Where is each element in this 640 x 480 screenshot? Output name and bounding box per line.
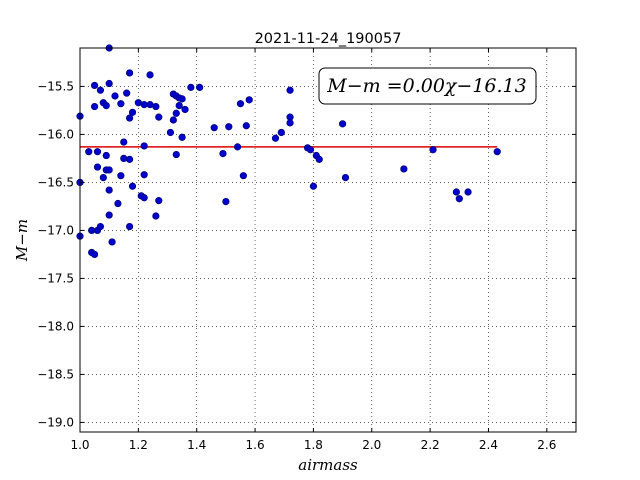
data-point	[222, 198, 230, 206]
data-point	[400, 165, 408, 173]
y-tick-label: −19.0	[37, 415, 74, 429]
data-point	[85, 148, 93, 156]
data-point	[96, 86, 105, 94]
data-point	[196, 83, 204, 91]
x-tick-label: 1.0	[70, 438, 89, 452]
data-point	[169, 116, 177, 124]
data-point	[90, 102, 99, 111]
data-point	[181, 105, 189, 114]
data-point	[233, 143, 242, 151]
data-point	[210, 124, 218, 132]
data-point	[146, 71, 154, 79]
plot-frame	[79, 47, 577, 433]
y-tick-label: −16.0	[37, 127, 74, 141]
data-point	[105, 211, 113, 219]
fit-annotation: M−m =0.00χ−16.13	[318, 67, 537, 105]
axis-ticks: 1.0 1.2 1.4 1.6 1.8 2.0 2.2 2.4 2.6 −15.5 −16.0 −16…	[37, 48, 576, 452]
data-point	[286, 86, 294, 94]
data-point	[111, 92, 119, 100]
y-tick-label: −17.0	[37, 223, 74, 237]
data-point	[245, 96, 253, 104]
x-axis-label: airmass	[298, 456, 358, 474]
data-point	[128, 108, 137, 116]
data-point	[309, 182, 318, 190]
data-point	[93, 163, 102, 171]
data-point	[178, 133, 186, 141]
x-tick-label: 2.4	[479, 438, 498, 452]
y-tick-label: −17.5	[37, 271, 74, 285]
annotation-box	[318, 67, 537, 105]
y-tick-label: −16.5	[37, 175, 74, 189]
data-point	[155, 197, 163, 205]
data-point	[99, 174, 107, 182]
x-tick-label: 1.4	[187, 438, 206, 452]
data-point	[338, 120, 347, 128]
data-point	[271, 134, 280, 142]
data-point	[152, 212, 160, 220]
data-point	[114, 199, 122, 208]
data-point	[126, 155, 134, 163]
data-point	[225, 123, 233, 131]
data-point	[123, 89, 131, 97]
chart-title: 2021-11-24_190057	[255, 31, 402, 47]
annotation-text: M−m =0.00χ−16.13	[326, 75, 526, 97]
x-tick-label: 2.6	[537, 438, 556, 452]
data-point	[140, 142, 148, 150]
data-point	[126, 69, 134, 77]
y-axis-label: M−m	[13, 219, 31, 262]
data-point	[102, 101, 110, 110]
x-tick-label: 1.6	[246, 438, 265, 452]
data-point	[126, 114, 134, 122]
data-point	[286, 119, 294, 127]
data-point	[239, 172, 247, 180]
data-point	[175, 101, 183, 110]
data-point	[315, 155, 323, 163]
x-tick-label: 2.2	[421, 438, 440, 452]
data-point	[242, 122, 250, 130]
data-point	[178, 95, 186, 103]
data-point	[117, 172, 125, 180]
data-point	[120, 138, 128, 146]
data-point	[120, 154, 128, 162]
data-point	[172, 109, 180, 117]
data-point	[152, 102, 160, 111]
data-point	[96, 222, 105, 231]
data-point	[464, 188, 472, 196]
data-point	[236, 100, 245, 108]
data-point	[219, 150, 227, 158]
y-tick-label: −18.0	[37, 319, 74, 333]
grid	[80, 48, 576, 432]
data-point	[128, 182, 137, 190]
data-point	[429, 146, 437, 154]
data-point	[90, 250, 99, 258]
data-point	[277, 128, 285, 137]
x-tick-label: 2.0	[362, 438, 381, 452]
data-point	[90, 81, 99, 90]
data-point	[455, 195, 463, 203]
y-tick-label: −18.5	[37, 367, 74, 381]
data-point	[341, 174, 350, 182]
data-point	[105, 79, 113, 88]
data-point	[102, 151, 110, 160]
data-point	[117, 100, 125, 108]
y-tick-label: −15.5	[37, 79, 74, 93]
data-point	[108, 238, 116, 246]
data-point	[105, 166, 113, 174]
data-point	[166, 128, 175, 137]
data-point	[155, 113, 163, 121]
data-point	[172, 150, 180, 159]
x-tick-label: 1.8	[304, 438, 323, 452]
data-point	[140, 171, 148, 179]
data-point	[93, 148, 102, 156]
x-tick-label: 1.2	[129, 438, 148, 452]
data-point	[452, 188, 460, 196]
data-point	[306, 146, 315, 154]
data-point	[493, 148, 501, 156]
plot-area	[80, 48, 576, 432]
data-point	[140, 194, 148, 202]
data-point	[187, 83, 195, 91]
data-point	[126, 222, 134, 231]
data-point	[105, 186, 113, 194]
